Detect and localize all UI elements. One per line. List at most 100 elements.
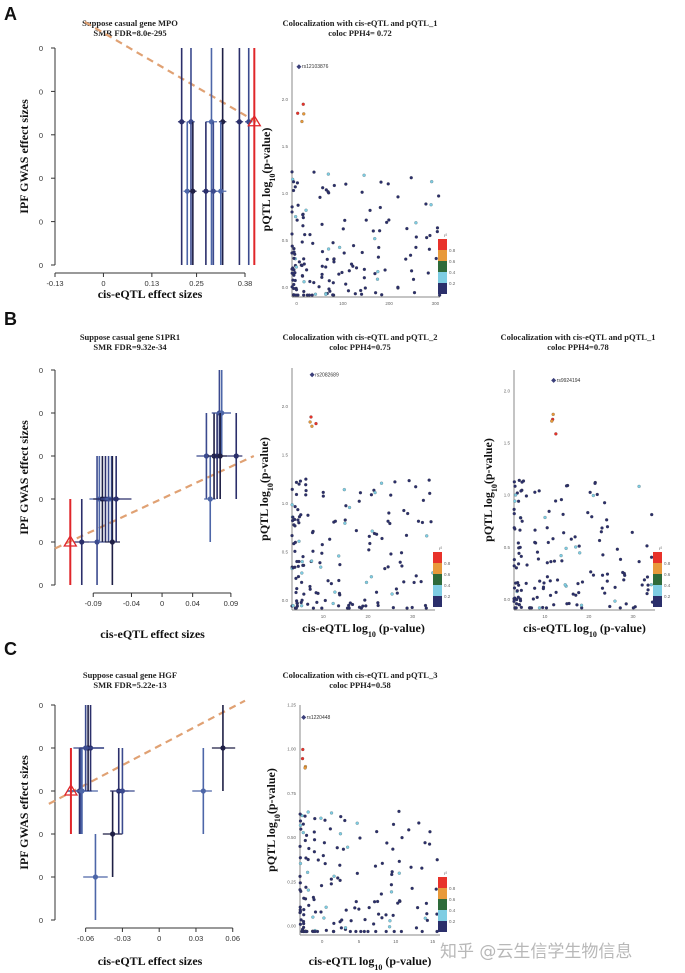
lead-snp-marker	[301, 714, 307, 720]
scatter-point	[332, 874, 336, 878]
scatter-point	[321, 494, 325, 498]
scatter-point	[306, 870, 310, 874]
scatter-point	[297, 482, 301, 486]
scatter-point	[552, 603, 556, 607]
scatter-point	[304, 268, 309, 272]
chart-subtitle: coloc PPH4= 0.72	[328, 28, 392, 38]
scatter-point	[394, 587, 399, 591]
scatter-point	[430, 180, 434, 184]
scatter-point	[399, 929, 403, 934]
y-tick-label: 0	[39, 495, 43, 504]
scatter-point	[389, 883, 394, 887]
scatter-point	[519, 605, 523, 609]
scatter-point	[435, 912, 439, 916]
scatter-point	[535, 550, 540, 554]
scatter-point	[308, 584, 312, 589]
data-point	[233, 453, 239, 459]
scatter-point	[302, 922, 306, 926]
data-point	[200, 788, 206, 794]
scatter-point	[517, 603, 522, 607]
scatter-point	[545, 561, 549, 565]
scatter-point	[376, 912, 381, 916]
y-tick-label: 0	[39, 873, 43, 882]
scatter-point	[605, 579, 609, 583]
scatter-point	[392, 929, 396, 934]
scatter-point	[312, 170, 316, 174]
scatter-point	[297, 521, 301, 525]
scatter-point	[302, 913, 306, 917]
scatter-point	[386, 182, 390, 186]
scatter-point	[300, 604, 304, 608]
scatter-point	[316, 858, 320, 862]
scatter-point	[562, 531, 566, 535]
legend-label: 0.4	[444, 583, 451, 588]
scatter-point	[646, 583, 650, 587]
chart-subtitle: SMR FDR=9.32e-34	[93, 342, 167, 352]
scatter-point	[390, 592, 394, 596]
scatter-point	[315, 600, 319, 604]
legend-swatch	[438, 283, 447, 294]
scatter-point	[294, 480, 299, 484]
scatter-point	[554, 499, 558, 503]
scatter-point	[395, 591, 399, 595]
scatter-point	[623, 573, 627, 577]
scatter-point	[325, 257, 329, 261]
y-axis-label: pQTL log10(p-value)	[259, 128, 277, 232]
scatter-point	[427, 247, 431, 251]
scatter-point	[357, 605, 362, 609]
x-tick-label: 0	[160, 599, 164, 608]
scatter-point	[312, 830, 316, 834]
chart-title: Colocalization with cis-eQTL and pQTL_3	[283, 670, 438, 680]
scatter-point	[291, 515, 295, 519]
scatter-point	[371, 229, 375, 233]
scatter-point	[299, 513, 303, 517]
scatter-point	[514, 602, 519, 606]
scatter-point	[577, 544, 581, 548]
scatter-point	[336, 604, 341, 608]
scatter-point	[329, 582, 333, 586]
scatter-point	[293, 504, 297, 509]
scatter-point	[512, 599, 516, 603]
scatter-point	[630, 530, 634, 535]
x-tick-label: 20	[365, 614, 371, 619]
scatter-point	[292, 246, 296, 251]
scatter-point	[407, 479, 411, 483]
scatter-point	[545, 526, 549, 530]
scatter-point	[297, 260, 301, 264]
scatter-point	[307, 846, 311, 851]
scatter-point	[296, 203, 300, 207]
scatter-point	[304, 488, 308, 493]
scatter-point	[400, 836, 404, 840]
scatter-point	[524, 581, 528, 586]
data-point	[217, 453, 223, 459]
chart-title: Suppose casual gene HGF	[83, 670, 177, 680]
scatter-point	[605, 518, 609, 522]
scatter-point	[375, 899, 380, 904]
scatter-point	[380, 293, 384, 297]
scatter-point	[317, 285, 321, 289]
scatter-point	[386, 565, 390, 569]
scatter-point	[332, 183, 336, 188]
scatter-point	[293, 271, 297, 275]
scatter-point	[366, 929, 370, 934]
scatter-point	[605, 572, 610, 576]
scatter-point	[304, 856, 308, 860]
scatter-point-high-ld	[554, 432, 558, 436]
scatter-point	[390, 872, 394, 877]
scatter-point	[332, 929, 336, 934]
x-tick-label: 0.25	[189, 279, 204, 288]
y-tick-label: 0	[39, 916, 43, 925]
scatter-point	[379, 481, 384, 485]
scatter-point-high-ld	[302, 112, 306, 116]
scatter-point	[429, 203, 433, 207]
scatter-point	[373, 291, 378, 295]
scatter-point	[389, 493, 393, 497]
scatter-point	[427, 478, 431, 482]
scatter-point	[328, 827, 332, 831]
scatter-point	[419, 580, 423, 584]
scatter-point	[335, 846, 339, 850]
scatter-point	[519, 554, 523, 558]
scatter-point	[322, 916, 326, 920]
scatter-point	[375, 830, 379, 834]
